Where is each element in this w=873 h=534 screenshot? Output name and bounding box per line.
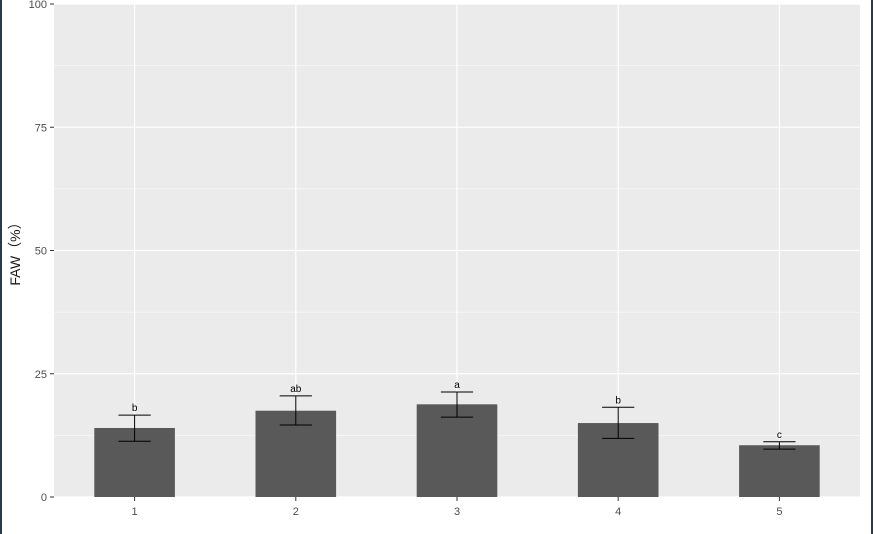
bar-5 [739,445,820,497]
significance-label-5: c [777,430,782,441]
y-tick-label: 25 [35,369,47,381]
error-bars [118,391,796,450]
window-right-border [871,0,873,534]
y-tick-label: 50 [35,246,47,258]
window-left-border [0,0,2,534]
y-tick-label: 0 [41,492,47,504]
y-tick-label: 100 [29,0,47,11]
x-tick-label: 5 [776,506,782,518]
error-bar-5 [763,441,796,450]
significance-label-4: b [615,395,621,406]
error-bar-4 [602,406,635,439]
significance-label-3: a [454,380,460,391]
x-tick-label: 3 [454,506,460,518]
bar-3 [416,404,498,497]
x-tick-label: 2 [293,506,299,518]
significance-labels: bab abc [132,380,782,441]
y-tick-label: 75 [35,122,47,134]
error-bar-1 [118,414,151,442]
x-tick-label: 4 [615,506,621,518]
x-tick-label: 1 [132,506,138,518]
y-axis-label: FAW（%） [7,215,23,285]
x-axis: 1 2 3 4 5 [132,497,782,518]
error-bar-3 [440,391,474,418]
significance-label-1: b [132,403,138,414]
error-bar-2 [279,395,312,426]
y-axis: 0 25 50 75 100 [29,0,54,504]
significance-label-2: ab [290,384,302,395]
